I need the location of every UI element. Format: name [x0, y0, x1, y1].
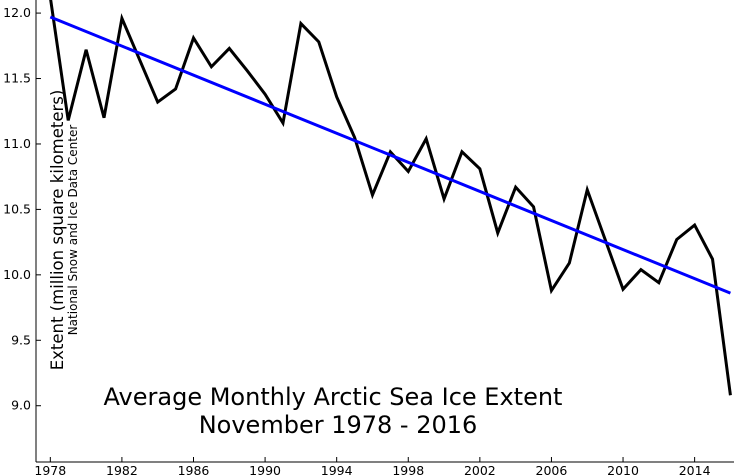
x-tick-label: 1982: [106, 463, 138, 476]
y-tick-label: 11.0: [3, 136, 31, 151]
y-tick-label: 10.0: [3, 267, 31, 282]
y-axis-source-label: National Snow and Ice Data Center: [66, 125, 80, 336]
y-tick-label: 12.0: [3, 5, 31, 20]
y-tick-label: 9.0: [11, 398, 31, 413]
x-tick-label: 2014: [679, 463, 711, 476]
x-ticks: 1978 1982 1986 1990 1994 1998 2002 2006 2010 2014: [34, 457, 711, 476]
x-tick-label: 2010: [607, 463, 639, 476]
x-tick-label: 1986: [178, 463, 210, 476]
x-tick-label: 2002: [464, 463, 496, 476]
y-axis-label: Extent (million square kilometers): [48, 90, 67, 371]
x-tick-label: 1978: [34, 463, 66, 476]
chart-title: Average Monthly Arctic Sea Ice Extent: [104, 383, 563, 411]
x-tick-label: 2006: [536, 463, 568, 476]
x-tick-label: 1990: [249, 463, 281, 476]
x-tick-label: 1994: [321, 463, 353, 476]
y-ticks: 9.0 9.5 10.0 10.5 11.0 11.5 12.0: [3, 5, 41, 413]
extent-line: [49, 0, 732, 396]
plot-marks: [49, 0, 732, 396]
y-tick-label: 10.5: [3, 201, 31, 216]
trend-line: [49, 15, 731, 295]
chart-subtitle: November 1978 - 2016: [199, 411, 478, 439]
y-tick-label: 9.5: [11, 332, 31, 347]
x-tick-label: 1998: [392, 463, 424, 476]
y-tick-label: 11.5: [3, 71, 31, 86]
